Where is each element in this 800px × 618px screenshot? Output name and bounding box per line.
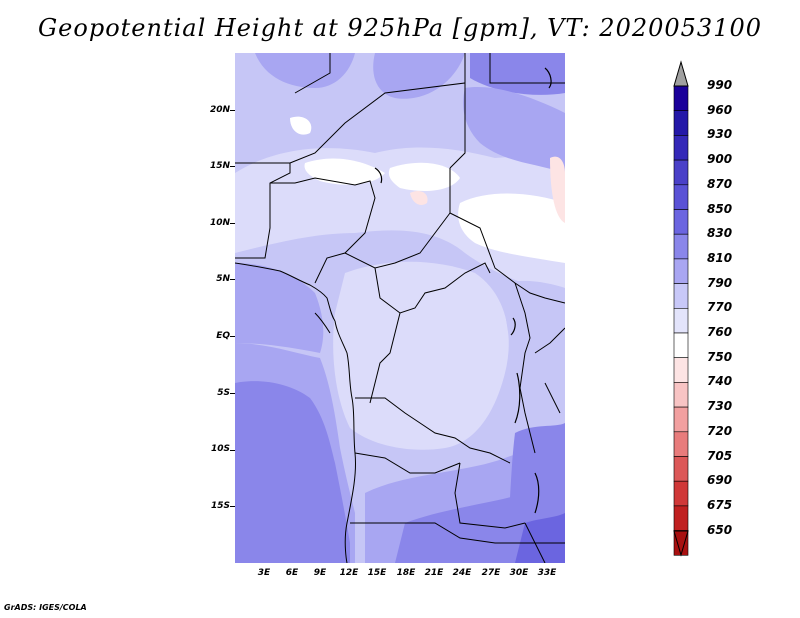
lat-tick <box>230 336 235 337</box>
colorbar-swatch <box>673 431 689 457</box>
colorbar-swatch <box>673 480 689 507</box>
lat-label: 15S <box>210 501 230 511</box>
lat-tick <box>230 506 235 507</box>
lat-label: 5N <box>216 274 230 284</box>
lat-tick <box>230 279 235 280</box>
colorbar-level-label: 930 <box>707 127 733 142</box>
lakes <box>374 67 552 514</box>
colorbar-level-label: 650 <box>707 522 733 537</box>
field-pink-1 <box>550 156 565 223</box>
colorbar-swatch <box>673 530 689 556</box>
field-southwest-dark <box>235 381 350 563</box>
field-pink-2 <box>410 191 428 205</box>
lat-tick <box>230 450 235 451</box>
field-southeast-darkest <box>515 513 565 563</box>
colorbar-swatch <box>673 233 689 260</box>
colorbar-swatch <box>673 85 689 112</box>
colorbar-level-label: 990 <box>707 78 733 92</box>
field-north-patch-3 <box>470 53 565 95</box>
colorbar-level-label: 730 <box>707 399 733 414</box>
field-north-patch-2 <box>373 53 465 99</box>
lon-label: 15E <box>367 568 387 578</box>
colorbar-bottom-arrow <box>673 530 689 557</box>
colorbar-swatch <box>673 307 689 334</box>
lon-label: 24E <box>452 568 472 578</box>
colorbar-level-label: 720 <box>707 423 733 438</box>
colorbar-level-label: 790 <box>707 275 733 290</box>
colorbar-level-label: 870 <box>707 176 733 191</box>
colorbar-level-label: 830 <box>707 226 733 241</box>
colorbar-level-label: 740 <box>707 374 733 389</box>
lat-label: 20N <box>209 105 230 115</box>
lon-label: 12E <box>339 568 359 578</box>
colorbar-level-label: 770 <box>707 300 733 315</box>
lon-label: 3E <box>257 568 271 578</box>
footer-credit: GrADS: IGES/COLA <box>4 603 87 612</box>
colorbar-level-label: 960 <box>707 102 733 117</box>
field-white-2 <box>304 158 385 185</box>
colorbar-swatch <box>673 406 689 433</box>
lat-label: 10N <box>209 218 230 228</box>
lon-label: 18E <box>396 568 416 578</box>
lat-tick <box>230 110 235 111</box>
lon-label: 6E <box>285 568 299 578</box>
colorbar-level-label: 900 <box>707 152 733 167</box>
field-white-3 <box>388 162 460 191</box>
lat-tick <box>230 393 235 394</box>
colorbar-level-label: 690 <box>707 473 733 488</box>
colorbar-top-arrow <box>673 60 689 87</box>
colorbar-level-label: 675 <box>707 497 733 512</box>
lat-tick <box>230 166 235 167</box>
field-gulf-guinea <box>235 263 324 353</box>
map-panel <box>230 53 565 563</box>
chart-title: Geopotential Height at 925hPa [gpm], VT:… <box>38 14 762 42</box>
lon-label: 33E <box>537 568 557 578</box>
field-white-1 <box>290 116 312 135</box>
lat-label: 10S <box>210 444 230 454</box>
colorbar-level-label: 705 <box>707 448 733 463</box>
colorbar-level-label: 760 <box>707 325 733 339</box>
colorbar-swatch <box>673 184 689 210</box>
lat-label: EQ <box>216 331 230 341</box>
colorbar-swatch <box>673 283 689 309</box>
colorbar-level-label: 810 <box>707 250 733 265</box>
lat-label: 15N <box>209 161 230 171</box>
lon-label: 27E <box>481 568 501 578</box>
colorbar-swatch <box>673 382 689 408</box>
colorbar-swatch <box>673 505 689 531</box>
colorbar-level-label: 850 <box>707 201 733 216</box>
field-northeast-patch <box>463 87 565 173</box>
field-central-basin <box>333 261 509 450</box>
colorbar-swatch <box>673 258 689 284</box>
lat-tick <box>230 223 235 224</box>
field-band-sahel <box>235 147 565 293</box>
colorbar-swatch <box>673 110 689 136</box>
colorbar-swatch <box>673 456 689 482</box>
lon-label: 30E <box>509 568 529 578</box>
lon-label: 9E <box>313 568 327 578</box>
colorbar-level-label: 750 <box>707 349 733 364</box>
lat-label: 5S <box>217 388 230 398</box>
borders <box>235 53 565 563</box>
colorbar-swatch <box>673 209 689 235</box>
map-field <box>235 53 565 563</box>
colorbar-swatch <box>673 135 689 161</box>
lon-label: 21E <box>424 568 444 578</box>
field-white-4 <box>458 193 565 263</box>
colorbar-swatch <box>673 332 689 359</box>
colorbar-swatch <box>673 357 689 383</box>
colorbar-swatch <box>673 159 689 186</box>
colorbar-swatches <box>673 85 689 556</box>
